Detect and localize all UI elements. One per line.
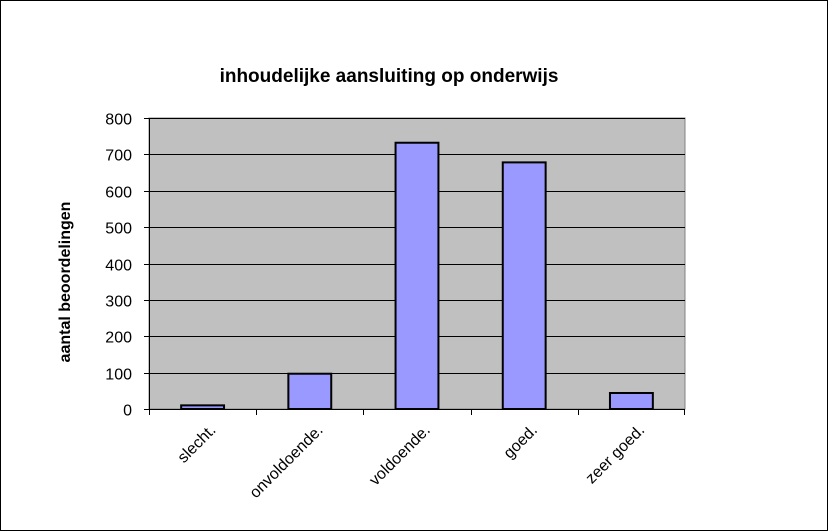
y-tick-label: 200: [105, 330, 132, 347]
x-tick-label: zeer goed.: [583, 422, 648, 487]
x-tick-label: onvoldoende.: [247, 422, 327, 502]
y-tick-label: 300: [105, 294, 132, 311]
y-tick-label: 800: [105, 112, 132, 129]
x-tick-label: voldoende.: [366, 422, 433, 489]
bar-voldoende: [394, 141, 440, 411]
plot-area: 0 100 200 300 400 500 600 700 800 slecht. onvoldoe…: [105, 112, 686, 502]
x-tick-label: goed.: [501, 422, 541, 462]
bar-goed: [501, 161, 547, 410]
y-tick-label: 0: [123, 403, 132, 420]
y-tick-label: 600: [105, 185, 132, 202]
y-tick-label: 500: [105, 221, 132, 238]
y-tick-label: 700: [105, 148, 132, 165]
bar-zeer-goed: [608, 391, 654, 410]
x-tick-label: slecht.: [175, 422, 220, 467]
y-tick-label: 100: [105, 367, 132, 384]
y-tick-label: 400: [105, 258, 132, 275]
bar-onvoldoende: [287, 372, 333, 410]
chart-title: inhoudelijke aansluiting op onderwijs: [220, 66, 559, 87]
bar-slecht: [180, 404, 226, 410]
y-axis-label: aantal beoordelingen: [57, 202, 74, 363]
